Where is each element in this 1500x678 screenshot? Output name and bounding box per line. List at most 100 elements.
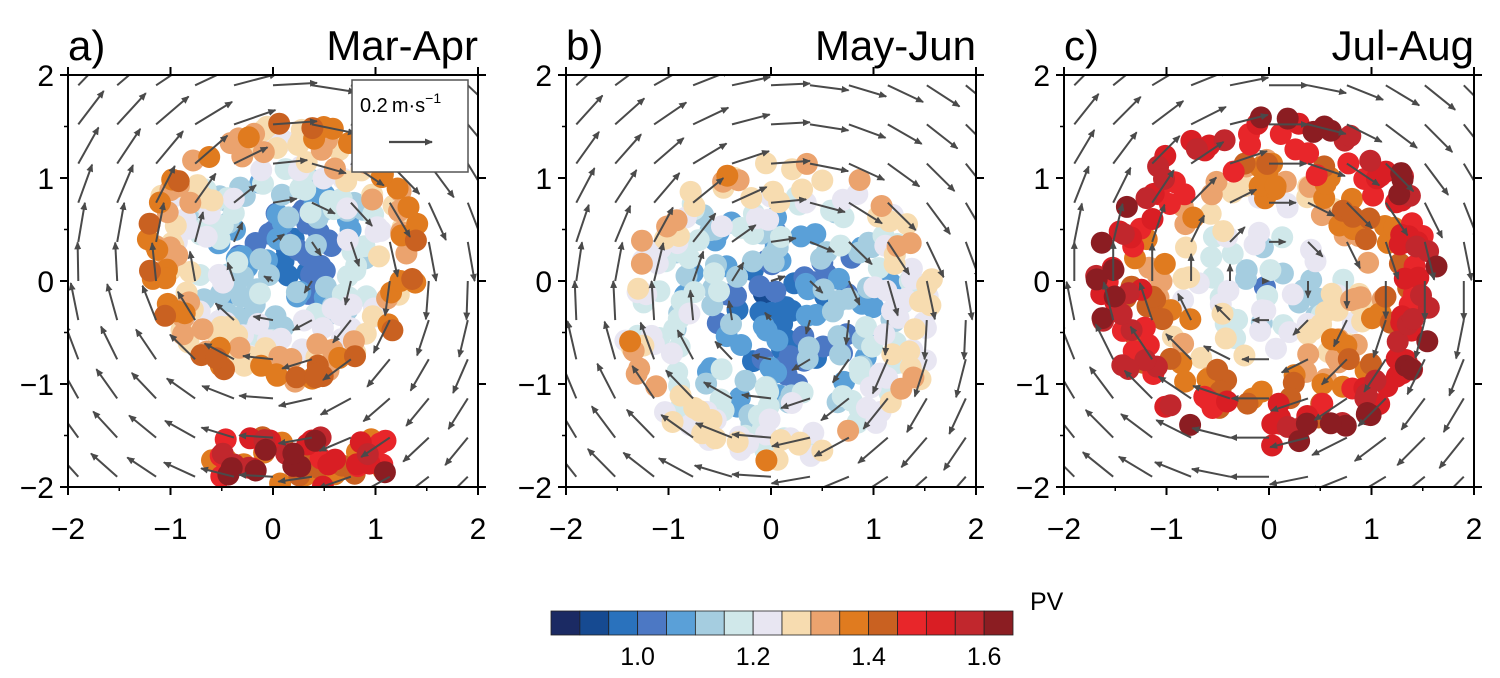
colorbar-box	[839, 610, 870, 636]
wind-vector	[311, 84, 357, 95]
wind-vector	[1307, 162, 1346, 178]
wind-vector	[358, 475, 391, 487]
panel-c-label: c)	[1064, 22, 1099, 69]
pv-dot	[710, 215, 733, 238]
pv-dot	[829, 343, 852, 366]
wind-vector	[848, 201, 883, 225]
wind-vector	[1191, 426, 1231, 439]
pv-dot	[361, 188, 384, 211]
wind-vector	[575, 203, 590, 243]
y-tick-label: 0	[1033, 266, 1050, 299]
wind-vector	[1129, 325, 1154, 360]
wind-vector	[272, 157, 309, 165]
wind-vector	[1073, 202, 1084, 243]
wind-vector	[610, 280, 618, 321]
wind-vector	[1292, 319, 1309, 336]
wind-vector	[463, 280, 471, 321]
pv-dot	[1337, 152, 1360, 175]
pv-dot	[266, 364, 289, 387]
pv-dot	[1200, 246, 1223, 269]
pv-dot	[1151, 308, 1174, 331]
panel-b-title: May-Jun	[815, 22, 976, 69]
wind-vector	[566, 462, 578, 478]
wind-vector	[887, 123, 923, 145]
pv-dot	[687, 229, 710, 252]
pv-dot	[277, 206, 300, 229]
wind-vector	[1177, 292, 1192, 321]
wind-vector	[1190, 141, 1225, 165]
wind-vector	[1064, 464, 1076, 478]
pv-dot	[837, 419, 860, 442]
wind-vector	[1151, 100, 1185, 126]
wind-vector	[311, 162, 347, 175]
wind-vector	[409, 358, 430, 392]
wind-vector	[1346, 162, 1381, 187]
colorbar-box	[579, 610, 610, 636]
colorbar-box	[983, 610, 1014, 636]
wind-vector	[770, 157, 811, 165]
pv-dot	[741, 250, 764, 273]
wind-vector	[455, 475, 469, 487]
pv-dot	[831, 188, 854, 211]
pv-dot	[368, 245, 390, 268]
pv-dot	[1212, 220, 1235, 243]
wind-vector	[155, 75, 174, 87]
wind-vector	[809, 240, 836, 253]
wind-vector	[1462, 241, 1474, 282]
wind-vector	[194, 172, 217, 204]
wind-vector	[272, 196, 298, 204]
wind-vector	[886, 241, 911, 276]
pv-dot	[1236, 392, 1259, 415]
x-tick-label: 2	[968, 513, 985, 546]
pv-dot	[890, 377, 913, 400]
wind-vector	[77, 90, 105, 126]
wind-vector	[731, 186, 768, 204]
pv-dot	[669, 384, 692, 407]
pv-dot	[1310, 204, 1333, 227]
pv-dot	[282, 442, 305, 465]
wind-vector	[1229, 150, 1268, 165]
pv-dot	[1341, 205, 1364, 228]
wind-vector	[1082, 451, 1114, 478]
wind-vector	[692, 177, 725, 204]
wind-vector	[372, 319, 391, 354]
wind-vector	[1438, 436, 1465, 469]
panel-b-vectors	[566, 75, 976, 487]
wind-vector	[770, 275, 786, 282]
wind-vector	[164, 419, 196, 439]
wind-vector	[1332, 319, 1348, 348]
pv-dot	[794, 272, 817, 295]
x-tick-label: −2	[1047, 513, 1081, 546]
wind-vector	[1307, 201, 1336, 217]
y-tick-label: −1	[518, 369, 552, 402]
pv-dot	[1295, 412, 1318, 435]
pv-dot	[1288, 430, 1311, 453]
wind-vector	[1112, 131, 1138, 165]
wind-vector	[1073, 129, 1096, 165]
wind-vector	[1064, 280, 1076, 321]
x-tick-label: 0	[763, 513, 780, 546]
x-tick-label: 0	[265, 513, 282, 546]
pv-dot	[1090, 231, 1113, 254]
wind-vector	[77, 75, 90, 86]
wind-vector	[263, 275, 274, 283]
y-tick-label: 1	[37, 163, 54, 196]
wind-vector	[870, 475, 889, 487]
wind-vector	[614, 169, 638, 204]
pv-dot	[1297, 142, 1320, 165]
pv-dot	[774, 296, 797, 319]
wind-vector	[809, 280, 824, 294]
wind-vector	[726, 299, 734, 321]
wind-vector	[657, 457, 694, 478]
wind-vector	[1423, 241, 1436, 281]
wind-vector	[303, 280, 313, 294]
pv-dot	[386, 177, 409, 200]
wind-vector	[687, 289, 695, 321]
pv-dot	[198, 146, 221, 168]
wind-vector	[566, 361, 578, 399]
wind-vector	[590, 405, 617, 439]
wind-vector	[862, 397, 889, 430]
wind-vector	[90, 452, 118, 478]
wind-vector	[813, 436, 850, 458]
